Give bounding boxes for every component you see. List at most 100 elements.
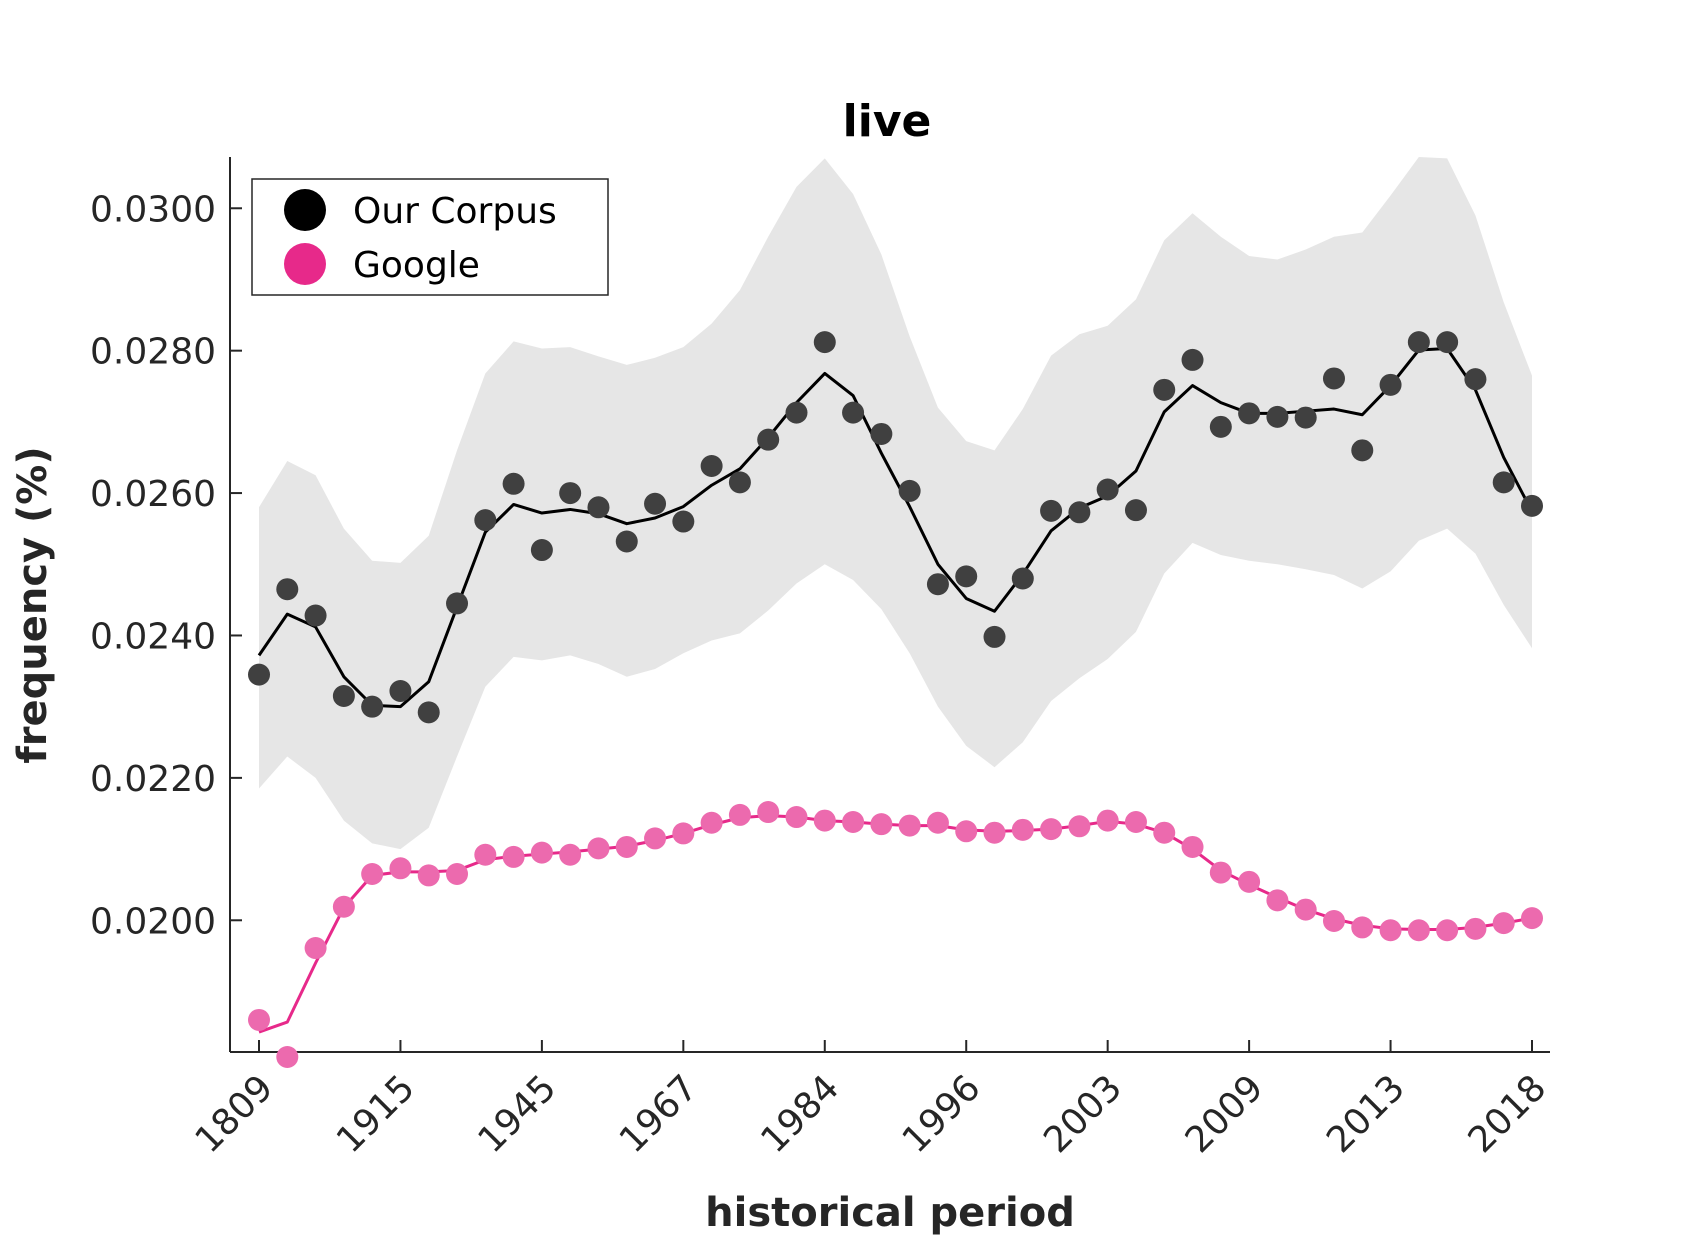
data-point-our-corpus [672,510,695,533]
data-point-our-corpus [417,701,440,724]
data-point-google [474,843,497,866]
data-point-our-corpus [559,482,582,505]
data-point-our-corpus [389,680,412,703]
x-tick-label: 1984 [753,1067,847,1161]
data-point-google [1209,861,1232,884]
series-layer [248,331,1543,1068]
data-point-google [417,864,440,887]
y-tick-label: 0.0200 [90,901,216,942]
data-point-google [870,813,893,836]
y-tick-label: 0.0300 [90,189,216,230]
data-point-google [332,895,355,918]
series-line-google [258,814,1533,1034]
data-point-google [615,835,638,858]
data-point-google [955,820,978,843]
data-point-our-corpus [1124,499,1147,522]
data-point-google [1294,898,1317,921]
data-point-google [1266,889,1289,912]
data-point-our-corpus [304,604,327,627]
data-point-google [728,803,751,826]
x-tick-label: 1945 [470,1067,564,1161]
data-point-our-corpus [1181,348,1204,371]
data-point-our-corpus [1436,331,1459,354]
data-point-our-corpus [1492,471,1515,494]
legend-label-our-corpus: Our Corpus [353,191,557,232]
data-point-google [1492,912,1515,935]
data-point-google [1436,919,1459,942]
data-point-google [248,1008,270,1031]
data-point-our-corpus [644,492,667,515]
data-point-our-corpus [1209,415,1232,438]
data-point-our-corpus [361,695,384,718]
confidence-band-layer [259,157,1532,850]
y-tick-label: 0.0240 [90,616,216,657]
data-point-our-corpus [1238,402,1261,425]
data-point-our-corpus [1521,494,1543,517]
x-axis-title: historical period [705,1190,1075,1236]
data-point-google [587,837,610,860]
legend: Our Corpus Google [251,178,609,296]
confidence-band-our-corpus [259,157,1532,850]
data-point-our-corpus [332,684,355,707]
y-ticks: 0.0200 0.0220 0.0240 0.0260 0.0280 0.0300 [90,189,242,942]
data-point-google [672,822,695,845]
x-tick-label: 1915 [329,1067,423,1161]
data-point-our-corpus [1011,567,1034,590]
data-point-google [1379,919,1402,942]
data-point-our-corpus [1266,405,1289,428]
data-point-google [1464,917,1487,940]
data-point-our-corpus [842,401,865,424]
data-point-our-corpus [502,472,525,495]
data-point-google [1351,916,1374,939]
data-point-our-corpus [1379,373,1402,396]
legend-label-google: Google [353,245,480,286]
data-point-our-corpus [1068,501,1091,524]
axes-layer [229,157,1550,1053]
data-point-our-corpus [955,565,978,588]
data-point-google [530,841,553,864]
data-point-google [1124,811,1147,834]
legend-marker-google [284,243,326,285]
legend-marker-our-corpus [284,189,326,231]
data-point-google [1040,818,1063,841]
x-tick-label: 2009 [1178,1067,1272,1161]
data-point-google [1153,821,1176,844]
data-point-google [1238,870,1261,893]
data-point-google [1322,909,1345,932]
data-point-google [842,811,865,834]
x-tick-label: 2013 [1319,1067,1413,1161]
data-point-our-corpus [983,625,1006,648]
data-point-google [1096,809,1119,832]
x-tick-label: 1809 [188,1067,282,1161]
x-ticks: 1809 1915 1945 1967 1984 1996 2003 2009 2013 2018 [188,1040,1554,1161]
data-point-google [898,814,921,837]
data-point-google [502,845,525,868]
data-point-our-corpus [1096,478,1119,501]
data-point-our-corpus [898,479,921,502]
data-point-google [1407,919,1430,942]
data-point-our-corpus [587,496,610,519]
data-point-google [813,809,836,832]
x-tick-label: 2003 [1036,1067,1130,1161]
data-point-our-corpus [1294,406,1317,429]
data-point-google [983,821,1006,844]
data-point-google [1181,835,1204,858]
data-point-google [1068,815,1091,838]
data-point-google [304,937,327,960]
data-point-google [276,1045,299,1068]
data-point-google [926,811,949,834]
data-point-our-corpus [1464,368,1487,391]
data-point-our-corpus [474,509,497,532]
data-point-google [757,801,780,824]
data-point-our-corpus [1322,367,1345,390]
data-point-our-corpus [276,578,299,601]
data-point-our-corpus [446,592,469,615]
data-point-our-corpus [248,663,270,686]
data-point-google [644,827,667,850]
x-tick-label: 1967 [612,1067,706,1161]
data-point-google [785,806,808,829]
data-point-google [700,811,723,834]
data-point-our-corpus [1040,499,1063,522]
data-point-our-corpus [785,401,808,424]
